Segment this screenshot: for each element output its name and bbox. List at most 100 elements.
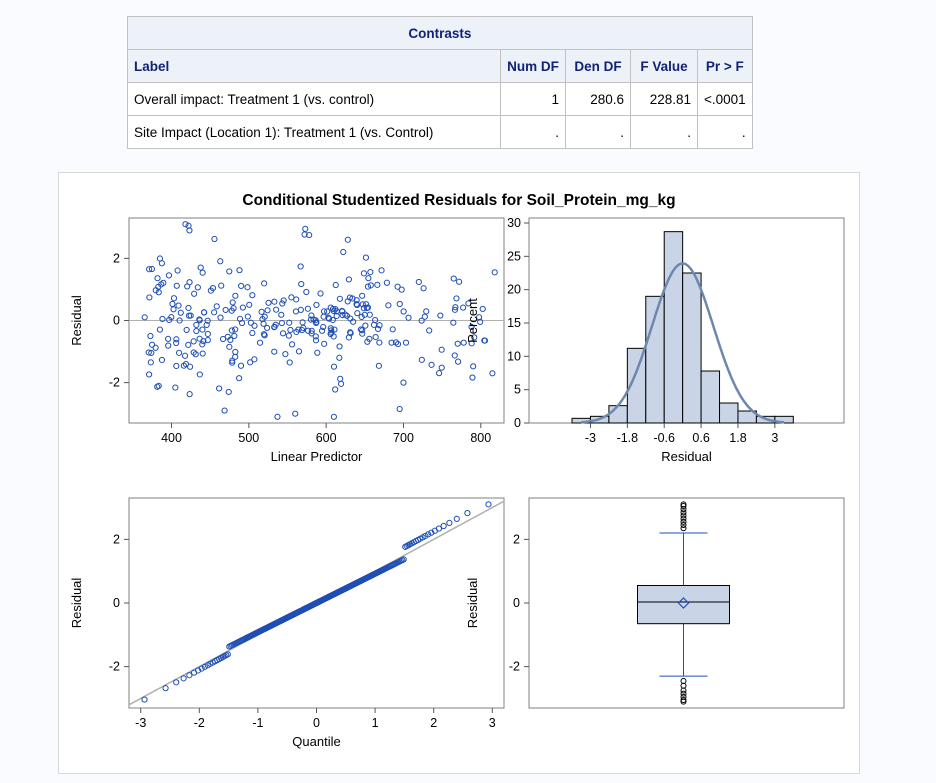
residual-point: [298, 280, 305, 288]
residual-point: [232, 348, 239, 356]
residual-point: [362, 322, 369, 329]
residual-point: [453, 295, 460, 302]
residual-point: [249, 329, 256, 337]
residual-point: [308, 312, 315, 319]
residual-point: [229, 299, 236, 306]
residual-point: [221, 407, 228, 414]
residual-point: [148, 341, 156, 348]
residual-point: [359, 301, 366, 308]
x-tick-label: -2: [194, 716, 205, 730]
residual-point: [359, 330, 366, 337]
residual-point: [273, 306, 280, 313]
residual-point: [343, 312, 351, 319]
residual-point: [331, 326, 338, 333]
residual-point: [396, 300, 403, 308]
residual-point: [400, 379, 407, 386]
residual-point: [359, 292, 366, 299]
residual-point: [213, 303, 220, 310]
residual-point: [336, 295, 343, 302]
residual-point: [332, 281, 339, 289]
y-tick-label: 2: [513, 532, 520, 546]
residual-point: [292, 410, 299, 417]
x-tick-label: 0.6: [692, 431, 709, 445]
residual-point: [228, 307, 235, 314]
residual-point: [173, 282, 180, 289]
residual-point: [418, 317, 425, 324]
residual-point: [196, 335, 203, 342]
row-num-df: .: [500, 115, 566, 149]
residual-point: [330, 413, 337, 420]
residual-point: [182, 221, 189, 228]
residual-point: [229, 357, 236, 364]
residual-point: [303, 288, 310, 296]
residual-point: [297, 263, 304, 270]
row-den-df: .: [565, 115, 631, 149]
residual-point: [155, 289, 162, 296]
outlier-point: [680, 690, 687, 697]
residual-point: [438, 346, 445, 353]
qq-point: [464, 509, 471, 517]
residual-point: [174, 267, 181, 274]
y-tick-label: 5: [514, 383, 521, 397]
residual-point: [400, 308, 407, 315]
residual-point: [394, 283, 401, 290]
x-axis-label: Linear Predictor: [271, 449, 363, 464]
residual-point: [232, 292, 239, 299]
y-tick-label: 2: [113, 251, 120, 265]
histogram-bar: [774, 415, 794, 424]
residual-point: [259, 316, 266, 323]
residual-point: [146, 294, 153, 301]
residual-point: [336, 354, 343, 361]
residual-point: [232, 326, 239, 333]
residual-point: [185, 341, 192, 348]
residual-point: [187, 312, 194, 319]
qq-point: [173, 679, 180, 686]
residual-point: [261, 280, 268, 287]
residual-point: [468, 340, 475, 347]
outlier-point: [680, 698, 687, 705]
residual-point: [297, 306, 304, 313]
residual-point: [249, 292, 256, 299]
contrasts-table: Contrasts Label Num DF Den DF F Value Pr…: [127, 16, 753, 149]
residual-point: [385, 302, 392, 309]
residual-point: [398, 286, 405, 293]
table-row: Site Impact (Location 1): Treatment 1 (v…: [127, 115, 753, 149]
residual-point: [454, 340, 461, 347]
residual-point: [148, 349, 155, 357]
residual-point: [173, 362, 180, 370]
x-axis-label: Residual: [661, 449, 712, 464]
residual-point: [170, 295, 178, 302]
residual-point: [360, 305, 367, 312]
residual-point: [265, 299, 272, 306]
x-tick-label: -3: [135, 716, 146, 730]
outlier-point: [680, 512, 687, 519]
residual-point: [450, 275, 457, 282]
residual-diagnostics-panel: Conditional Studentized Residuals for So…: [58, 172, 860, 774]
residual-point: [302, 225, 309, 232]
qq-point: [440, 522, 447, 530]
x-tick-label: 800: [470, 431, 491, 445]
residual-point: [339, 308, 346, 315]
residual-point: [246, 301, 253, 308]
residual-point: [204, 330, 211, 338]
residual-point: [465, 300, 472, 307]
residual-point: [279, 330, 287, 337]
outlier-point: [680, 501, 687, 508]
residual-point: [152, 344, 159, 351]
residual-point: [372, 316, 379, 324]
y-tick-label: 10: [507, 349, 521, 363]
mean-marker: [677, 597, 690, 609]
y-axis-label: Residual: [69, 295, 84, 346]
x-tick-label: -1: [252, 716, 263, 730]
y-tick-label: 0: [513, 596, 520, 610]
residual-point: [180, 362, 187, 369]
residual-point: [148, 265, 156, 273]
residual-point: [435, 370, 443, 377]
residual-point: [470, 363, 477, 370]
qq-point: [224, 651, 231, 658]
outlier-point: [680, 687, 687, 694]
qq-point: [141, 696, 148, 703]
x-tick-label: -3: [585, 431, 596, 445]
residual-point: [301, 231, 308, 238]
row-num-df: 1: [500, 82, 566, 116]
